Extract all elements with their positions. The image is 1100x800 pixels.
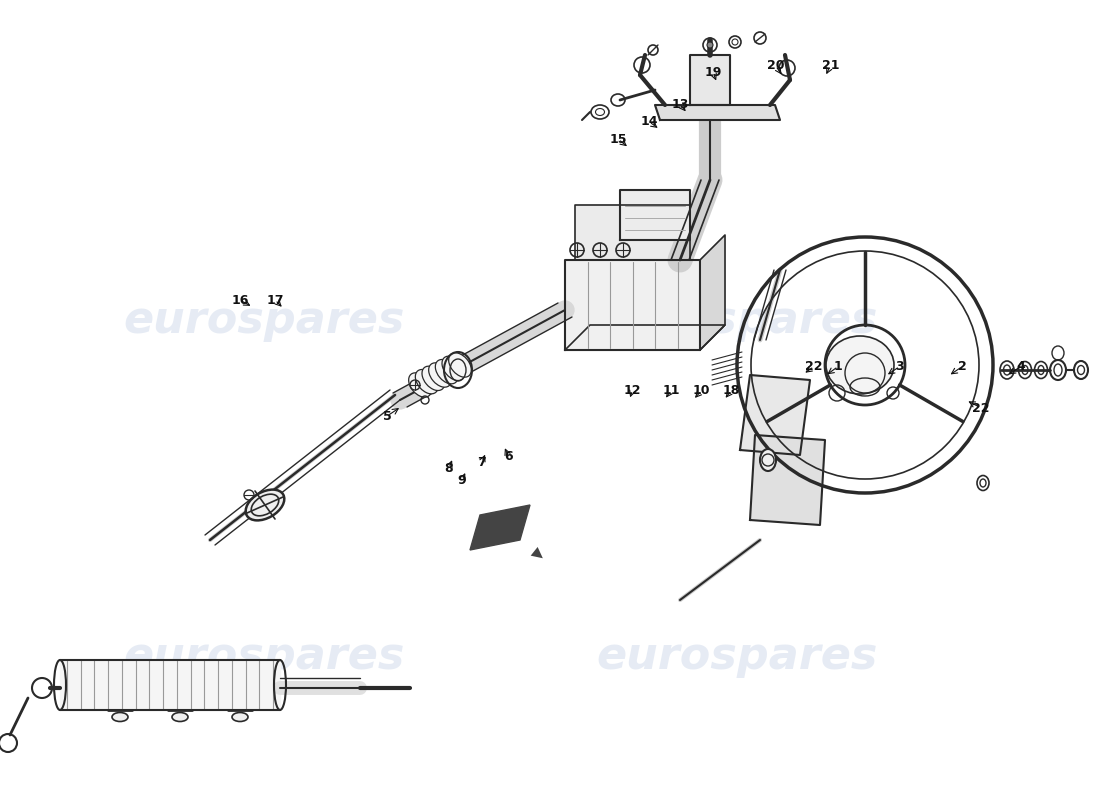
Polygon shape xyxy=(740,375,810,455)
Ellipse shape xyxy=(245,490,284,520)
Text: 9: 9 xyxy=(458,474,466,486)
Text: 8: 8 xyxy=(444,462,453,474)
Ellipse shape xyxy=(449,353,471,377)
Polygon shape xyxy=(565,260,700,350)
Text: 22: 22 xyxy=(972,402,990,414)
Text: 2: 2 xyxy=(958,360,967,373)
Text: 4: 4 xyxy=(1016,360,1025,373)
Text: 3: 3 xyxy=(895,360,904,373)
Polygon shape xyxy=(654,105,780,120)
Ellipse shape xyxy=(172,713,188,722)
Polygon shape xyxy=(700,235,725,350)
Text: 6: 6 xyxy=(504,450,513,462)
Ellipse shape xyxy=(422,366,444,390)
Ellipse shape xyxy=(409,373,431,397)
Text: 13: 13 xyxy=(671,98,689,110)
Text: 20: 20 xyxy=(767,59,784,72)
Polygon shape xyxy=(750,435,825,525)
Polygon shape xyxy=(470,505,530,550)
Text: 17: 17 xyxy=(266,294,284,306)
Text: 18: 18 xyxy=(723,384,740,397)
Circle shape xyxy=(707,42,713,48)
Text: 5: 5 xyxy=(383,410,392,422)
Ellipse shape xyxy=(416,370,438,394)
Ellipse shape xyxy=(429,363,451,387)
Polygon shape xyxy=(620,190,690,240)
Ellipse shape xyxy=(442,356,464,381)
Text: 12: 12 xyxy=(624,384,641,397)
Ellipse shape xyxy=(760,449,775,471)
Polygon shape xyxy=(565,325,725,350)
Text: 22: 22 xyxy=(805,360,823,373)
Text: 10: 10 xyxy=(693,384,711,397)
Text: eurospares: eurospares xyxy=(596,634,878,678)
Text: 19: 19 xyxy=(704,66,722,78)
Text: 21: 21 xyxy=(822,59,839,72)
Text: eurospares: eurospares xyxy=(123,634,405,678)
Text: 14: 14 xyxy=(640,115,658,128)
Text: 7: 7 xyxy=(477,456,486,469)
Text: eurospares: eurospares xyxy=(123,298,405,342)
Ellipse shape xyxy=(826,336,894,394)
Ellipse shape xyxy=(112,713,128,722)
Polygon shape xyxy=(60,660,280,710)
Text: 16: 16 xyxy=(231,294,249,306)
Polygon shape xyxy=(690,55,730,105)
Text: 15: 15 xyxy=(609,133,627,146)
Text: eurospares: eurospares xyxy=(596,298,878,342)
Text: 11: 11 xyxy=(662,384,680,397)
Ellipse shape xyxy=(232,713,248,722)
Polygon shape xyxy=(575,205,690,260)
Text: 1: 1 xyxy=(834,360,843,373)
Ellipse shape xyxy=(436,359,458,384)
